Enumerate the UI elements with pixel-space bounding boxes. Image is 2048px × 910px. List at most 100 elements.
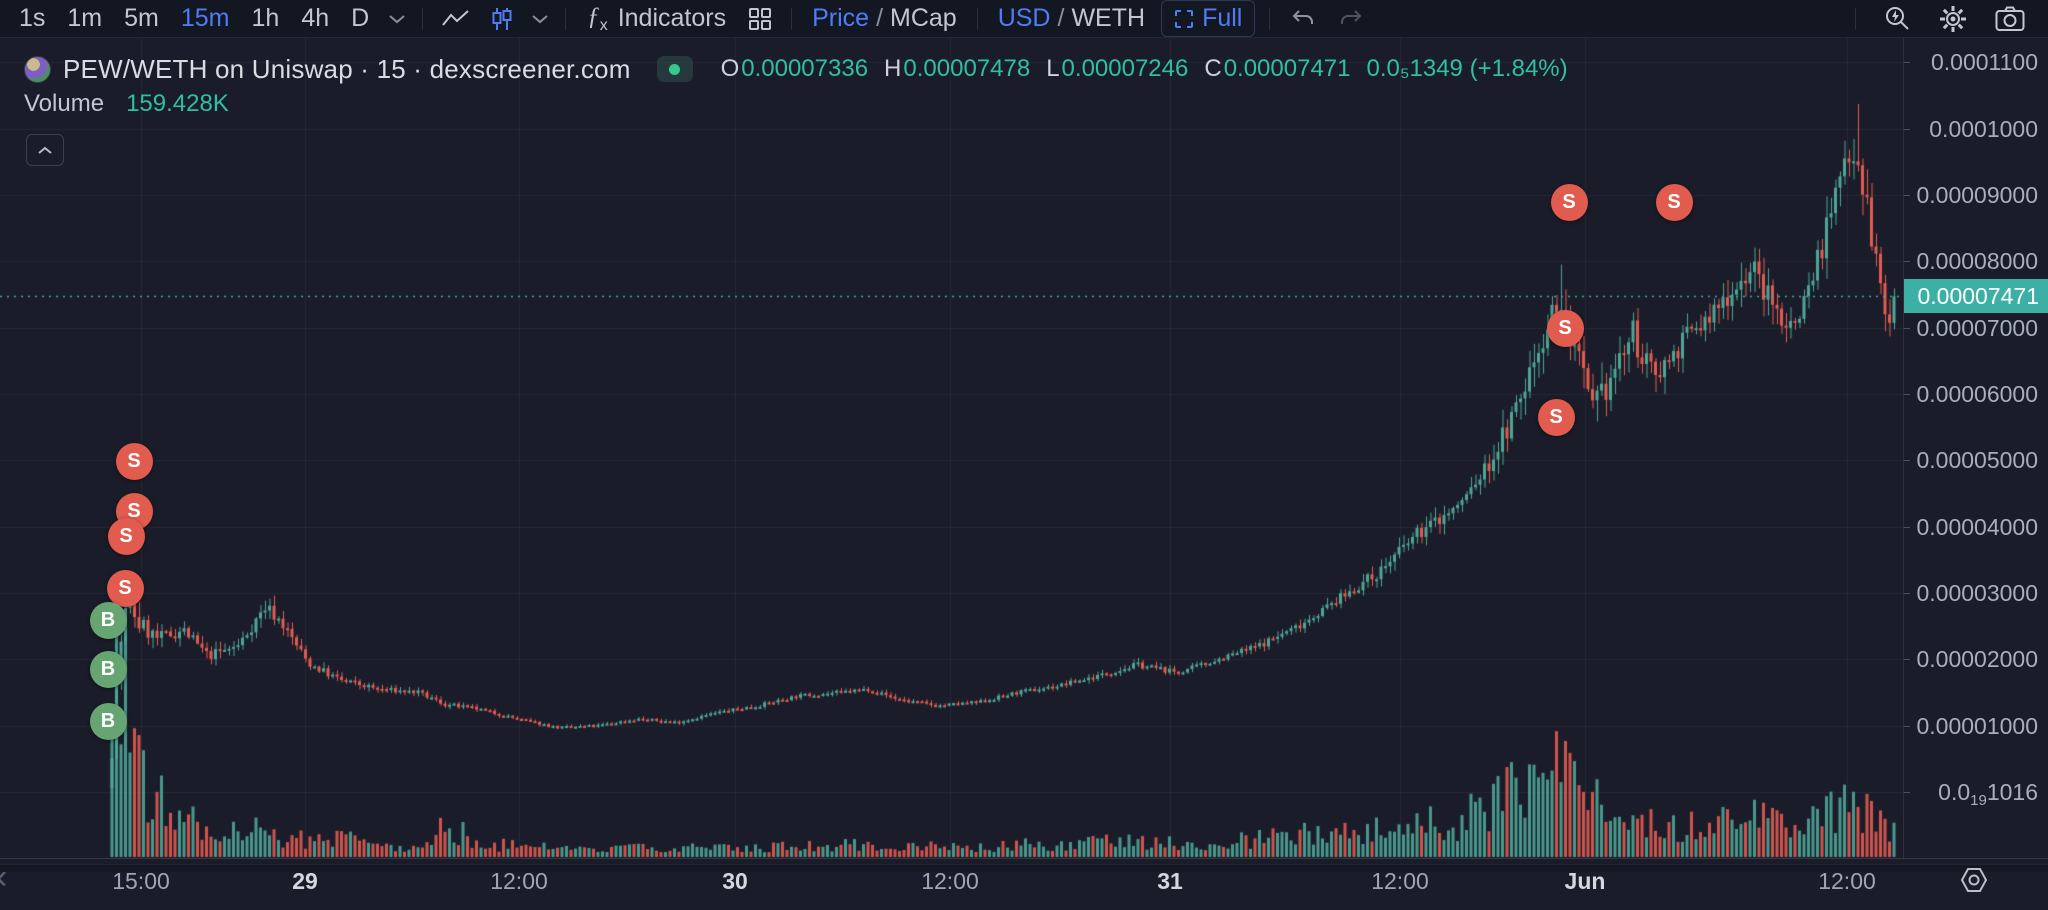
price-tick-label: 0.00007000	[1916, 314, 2038, 341]
indicators-label: Indicators	[617, 4, 727, 32]
toolbar-separator	[791, 7, 793, 30]
quick-search-lightning-icon[interactable]	[1874, 4, 1920, 34]
toolbar-separator	[422, 7, 424, 30]
layout-grid-icon[interactable]	[739, 4, 781, 34]
redo-button[interactable]	[1328, 8, 1374, 30]
tf-D[interactable]: D	[351, 4, 370, 32]
time-tick-label: Jun	[1564, 868, 1606, 894]
undo-button[interactable]	[1280, 8, 1326, 30]
time-tick-label: 12:00	[490, 868, 548, 894]
price-tick-label: 0.00008000	[1916, 248, 2038, 275]
live-status-pill[interactable]	[656, 56, 693, 82]
price-tick-label: 0.00006000	[1916, 380, 2038, 407]
price-toggle-label: Price	[812, 4, 870, 32]
time-tick-label: 12:00	[1371, 868, 1429, 894]
price-tick-label: 0.0191016	[1938, 779, 2038, 809]
time-axis[interactable]: 15:00 29 12:00 30 12:00 31 12:00 Jun 12:00	[0, 858, 2048, 902]
fullscreen-corners-icon	[1175, 9, 1194, 28]
toolbar-separator	[1269, 7, 1271, 30]
weth-toggle-label: WETH	[1071, 4, 1146, 32]
price-tick-mark	[1904, 62, 1910, 64]
high-value: 0.00007478	[903, 55, 1031, 82]
indicators-button[interactable]: ƒx Indicators	[576, 3, 737, 34]
open-value: 0.00007336	[741, 55, 869, 82]
close-key: C	[1204, 55, 1222, 82]
scroll-left-chevron-icon[interactable]: ‹	[0, 858, 7, 897]
price-tick-label: 0.00001000	[1916, 712, 2038, 739]
ohlc-readout: O0.00007336 H0.00007478 L0.00007246 C0.0…	[721, 55, 1568, 83]
price-tick-label: 0.00005000	[1916, 447, 2038, 474]
open-key: O	[720, 55, 740, 82]
price-tick-mark	[1904, 327, 1910, 329]
volume-value: 159.428K	[126, 90, 229, 117]
trade-marker-sell[interactable]: S	[1546, 309, 1584, 347]
price-tick-mark	[1904, 592, 1910, 594]
time-tick-label: 12:00	[1818, 868, 1876, 894]
price-tick-mark	[1904, 526, 1910, 528]
trade-marker-buy[interactable]: B	[89, 702, 127, 740]
price-tick-mark	[1904, 725, 1910, 727]
tf-4h[interactable]: 4h	[301, 4, 330, 32]
price-tick-mark	[1904, 393, 1910, 395]
price-tick-mark	[1904, 659, 1910, 661]
redo-arrow-icon	[1341, 9, 1362, 24]
mcap-toggle-label: MCap	[890, 4, 957, 32]
trade-marker-sell[interactable]: S	[107, 517, 145, 555]
high-key: H	[884, 55, 902, 82]
price-mcap-toggle[interactable]: Price / MCap	[812, 4, 957, 32]
price-tick-label: 0.0001000	[1929, 115, 2038, 142]
toolbar-right-group	[1847, 0, 2034, 38]
time-tick-label: 29	[292, 868, 318, 894]
toolbar-separator	[565, 7, 567, 30]
time-tick-label: 12:00	[921, 868, 979, 894]
token-logo	[24, 55, 51, 83]
volume-indicator-row: Volume 159.428K	[24, 90, 229, 118]
chevron-up-icon	[38, 146, 52, 154]
trade-marker-sell[interactable]: S	[1550, 183, 1588, 221]
trade-marker-sell[interactable]: S	[106, 569, 144, 607]
volume-label: Volume	[24, 90, 105, 117]
price-tick-label: 0.00003000	[1916, 579, 2038, 606]
screenshot-camera-icon[interactable]	[1986, 4, 2034, 34]
candlestick-style-icon[interactable]	[481, 4, 523, 34]
trade-marker-buy[interactable]: B	[89, 601, 127, 639]
settings-gear-icon[interactable]	[1930, 4, 1976, 34]
timeframe-group: 1s 1m 5m 15m 1h 4h D	[8, 4, 380, 34]
time-tick-label: 31	[1157, 868, 1183, 894]
trade-marker-buy[interactable]: B	[89, 650, 127, 688]
tf-1h[interactable]: 1h	[251, 4, 280, 32]
live-dot-icon	[669, 63, 681, 75]
chart-header: PEW/WETH on Uniswap · 15 · dexscreener.c…	[24, 52, 1568, 86]
line-chart-style-icon[interactable]	[433, 4, 479, 34]
price-tick-label: 0.0001100	[1930, 49, 2038, 76]
usd-toggle-label: USD	[997, 4, 1051, 32]
fullscreen-label: Full	[1202, 4, 1243, 32]
fullscreen-button[interactable]: Full	[1161, 0, 1256, 37]
tf-15m[interactable]: 15m	[180, 4, 230, 32]
close-value: 0.00007471	[1223, 55, 1351, 82]
chart-style-chevron-icon[interactable]	[525, 14, 555, 24]
time-tick-label: 15:00	[112, 868, 170, 894]
trade-marker-sell[interactable]: S	[1537, 398, 1575, 436]
price-tick-mark	[1904, 261, 1910, 263]
price-tick-label: 0.00004000	[1916, 513, 2038, 540]
tf-1s[interactable]: 1s	[19, 4, 46, 32]
trade-marker-sell[interactable]: S	[115, 442, 153, 480]
hexagon-eye-icon[interactable]	[1958, 865, 1990, 895]
usd-weth-toggle[interactable]: USD / WETH	[997, 4, 1146, 32]
price-axis[interactable]: 0.00007471 0.0001100 0.0001000 0.00009000 0…	[1903, 38, 2048, 858]
low-key: L	[1046, 55, 1060, 82]
price-tick-mark	[1904, 194, 1910, 196]
trade-marker-sell[interactable]: S	[1655, 183, 1693, 221]
low-value: 0.00007246	[1061, 55, 1189, 82]
price-tick-mark	[1904, 128, 1910, 130]
tf-1m[interactable]: 1m	[67, 4, 103, 32]
pane-collapse-button[interactable]	[26, 134, 64, 166]
price-chart-canvas[interactable]	[0, 38, 1903, 858]
chart-toolbar: 1s 1m 5m 15m 1h 4h D ƒx Indicators	[0, 0, 2048, 38]
tf-5m[interactable]: 5m	[124, 4, 159, 32]
timeframe-expand-chevron-icon[interactable]	[382, 14, 412, 24]
price-tick-label: 0.00009000	[1916, 181, 2038, 208]
chart-region: PEW/WETH on Uniswap · 15 · dexscreener.c…	[0, 38, 2048, 910]
